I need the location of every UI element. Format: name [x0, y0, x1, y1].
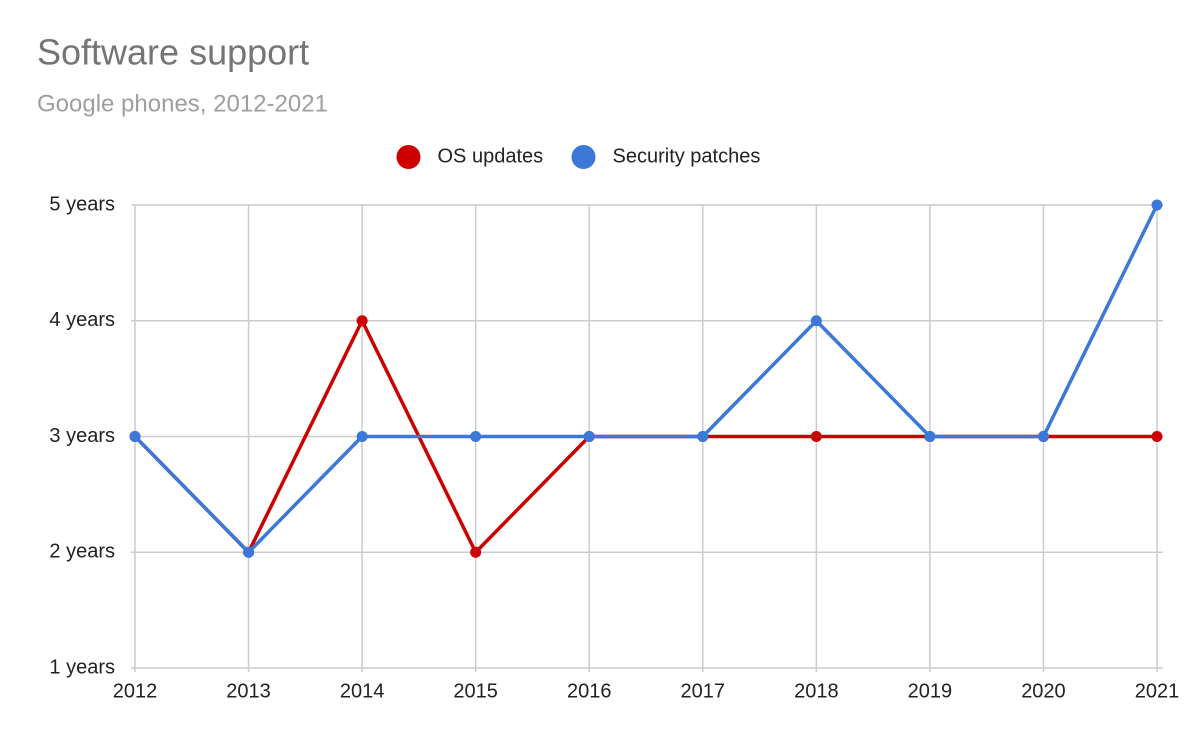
x-tick-label: 2016	[567, 680, 612, 702]
x-tick-label: 2017	[681, 680, 726, 702]
x-tick-label: 2021	[1135, 680, 1180, 702]
chart-title: Software support	[37, 32, 309, 73]
x-tick-label: 2020	[1021, 680, 1066, 702]
x-tick-label: 2019	[908, 680, 953, 702]
x-tick-label: 2015	[453, 680, 498, 702]
y-tick-label: 2 years	[49, 541, 115, 563]
x-tick-label: 2018	[794, 680, 839, 702]
data-point	[810, 431, 822, 442]
y-tick-label: 3 years	[49, 425, 115, 447]
y-tick-label: 1 years	[49, 656, 115, 678]
chart-subtitle: Google phones, 2012-2021	[37, 90, 328, 117]
x-tick-label: 2012	[113, 680, 158, 702]
legend-label: OS updates	[438, 145, 544, 167]
data-point	[697, 431, 709, 442]
legend-label: Security patches	[613, 145, 761, 167]
legend-marker	[396, 145, 421, 169]
data-point	[356, 315, 368, 327]
data-point	[924, 431, 936, 442]
data-point	[243, 546, 255, 558]
data-point	[129, 431, 141, 442]
data-point	[470, 431, 482, 442]
y-tick-label: 4 years	[49, 309, 115, 331]
data-point	[810, 315, 822, 327]
data-point	[356, 431, 368, 442]
x-tick-label: 2013	[226, 680, 271, 702]
series-line	[133, 204, 1159, 554]
legend-marker	[571, 145, 596, 169]
y-tick-label: 5 years	[49, 193, 115, 215]
data-point	[583, 431, 595, 442]
data-point	[470, 546, 482, 558]
data-point	[1151, 431, 1163, 442]
data-point	[1037, 431, 1049, 442]
x-tick-label: 2014	[340, 680, 385, 702]
data-point	[1151, 199, 1163, 211]
